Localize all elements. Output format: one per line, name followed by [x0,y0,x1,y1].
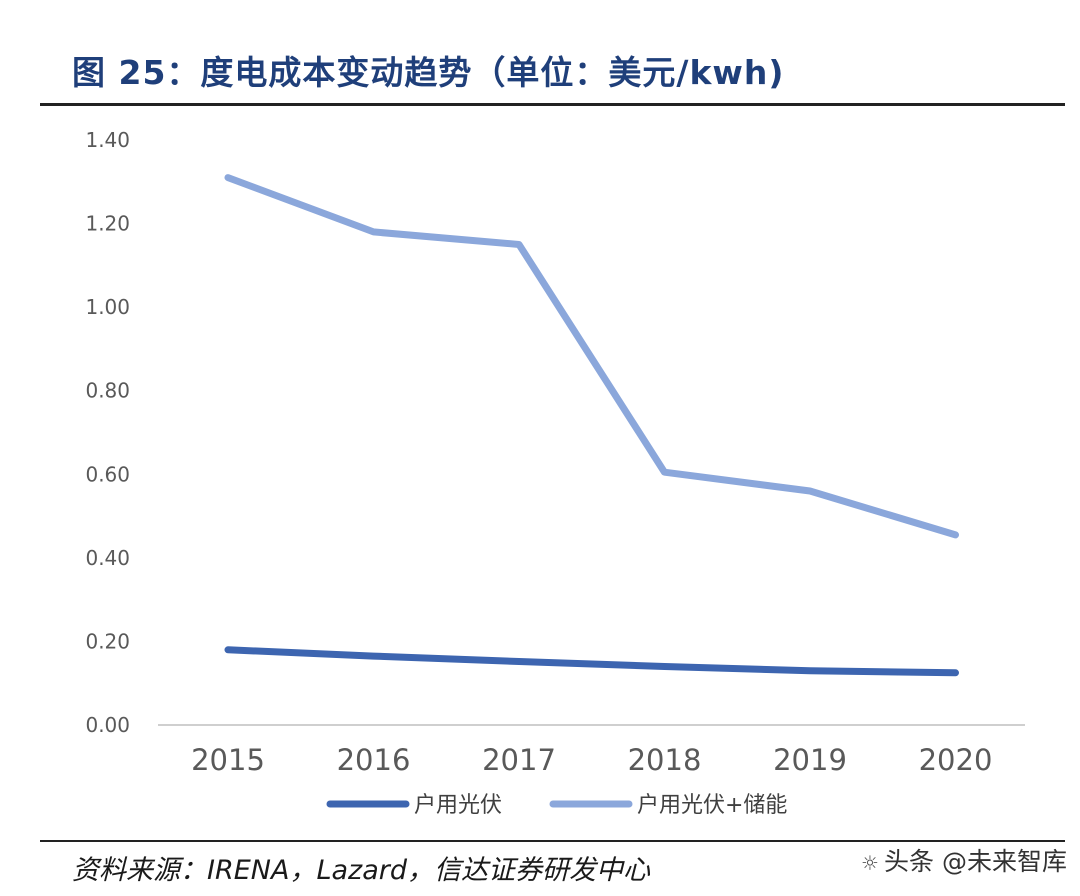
x-tick-label: 2015 [191,743,265,777]
legend: 户用光伏 户用光伏+储能 [326,793,787,818]
y-tick-label: 1.20 [85,212,130,236]
chart-title: 图 25：度电成本变动趋势（单位：美元/kwh) [72,53,785,92]
source-divider [40,840,1065,842]
x-tick-label: 2016 [337,743,411,777]
watermark: ☼ 头条 @未来智库 [856,842,1067,878]
y-tick-label: 0.40 [85,546,130,570]
x-tick-label: 2020 [919,743,993,777]
title-divider [40,103,1065,106]
x-tick-label: 2019 [773,743,847,777]
line-chart: 0.000.200.400.600.801.001.201.40 2015 201… [85,128,1025,818]
y-axis: 0.00 0.20 0.40 0.60 0.80 1.00 1.20 1.40 [85,128,130,737]
legend-label-2: 户用光伏+储能 [637,793,787,818]
y-tick-label: 0.60 [85,462,130,486]
series-line-1 [224,646,959,677]
y-tick-label: 0.80 [85,379,130,403]
y-tick-label: 0.00 [85,713,130,737]
source-note: 资料来源：IRENA，Lazard，信达证券研发中心 [72,855,650,886]
series-line-2 [224,174,959,539]
x-tick-label: 2018 [628,743,702,777]
y-tick-label: 1.40 [85,128,130,152]
y-tick-label: 0.20 [85,629,130,653]
x-tick-label: 2017 [482,743,556,777]
y-tick-label: 1.00 [85,295,130,319]
legend-label-1: 户用光伏 [414,793,502,818]
wechat-bubble-icon: ☼ [861,851,879,875]
x-axis: 2015 2016 2017 2018 2019 2020 [191,743,992,777]
series-lines [224,174,959,677]
watermark-text: 头条 @未来智库 [884,847,1067,876]
